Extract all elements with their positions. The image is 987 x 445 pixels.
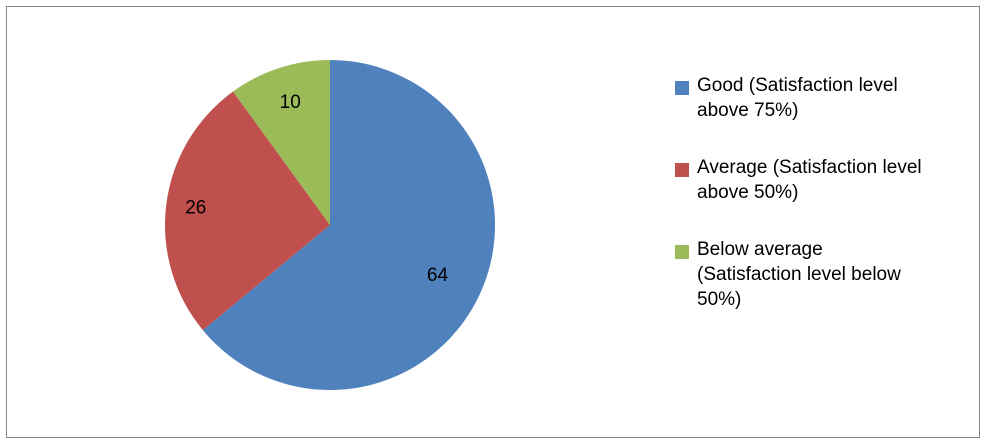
legend: Good (Satisfaction level above 75%) Aver… <box>675 73 975 344</box>
legend-label-average-line1: Average (Satisfaction level <box>697 157 922 178</box>
pie-chart: 64 26 10 <box>164 60 496 391</box>
legend-label-below-average-line1: Below average <box>697 239 823 260</box>
chart-frame: 64 26 10 Good (Satisfaction level above 75… <box>6 6 980 438</box>
legend-label-good-line1: Good (Satisfaction level <box>697 75 898 96</box>
legend-item-good: Good (Satisfaction level above 75%) <box>675 73 975 123</box>
legend-label-average-line2: above 50%) <box>697 182 799 203</box>
legend-label-below-average-line3: 50%) <box>697 289 742 310</box>
legend-swatch-good <box>675 81 689 95</box>
pie-slice-below-average <box>233 60 330 225</box>
data-label-average: 26 <box>185 198 206 219</box>
legend-swatch-average <box>675 163 689 177</box>
data-label-below-average: 10 <box>280 92 301 113</box>
legend-label-good-line2: above 75%) <box>697 100 799 121</box>
data-label-good: 64 <box>427 265 449 286</box>
legend-label-below-average-line2: (Satisfaction level below <box>697 264 901 285</box>
pie-slices <box>164 60 496 391</box>
legend-item-average: Average (Satisfaction level above 50%) <box>675 155 975 205</box>
pie-data-labels: 64 26 10 <box>185 92 448 286</box>
legend-swatch-below-average <box>675 245 689 259</box>
pie-slice-good <box>202 60 496 391</box>
legend-item-below-average: Below average (Satisfaction level below … <box>675 237 975 312</box>
pie-slice-average <box>164 91 330 331</box>
